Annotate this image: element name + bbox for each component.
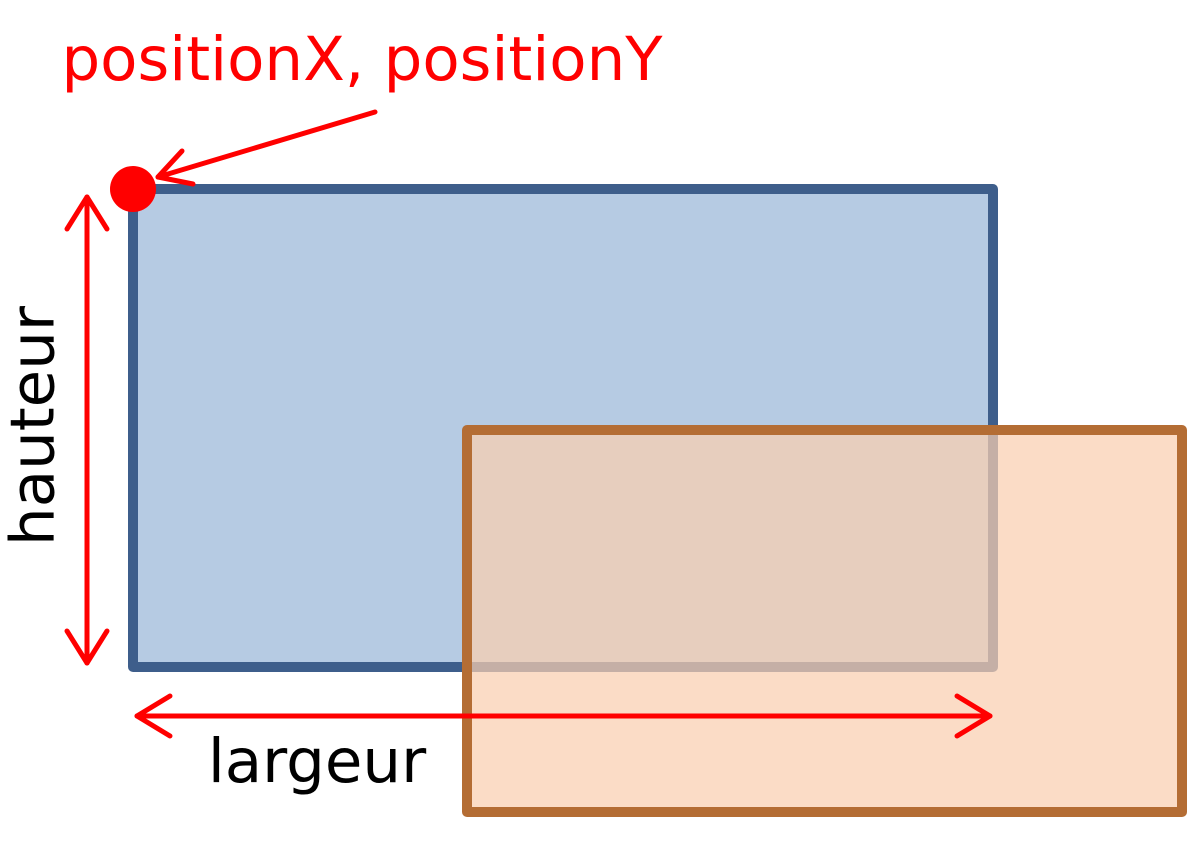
height-arrow-bottom	[64, 628, 110, 666]
position-point	[110, 166, 156, 212]
position-label: positionX, positionY	[61, 24, 663, 95]
width-label: largeur	[208, 726, 427, 797]
height-arrow-top	[64, 194, 110, 232]
width-arrow-left	[134, 693, 173, 739]
height-label: hauteur	[0, 305, 69, 546]
orange-rectangle	[462, 425, 1187, 817]
position-arrow-head	[155, 148, 196, 187]
position-arrow	[155, 109, 378, 180]
width-arrow-right	[954, 693, 993, 739]
